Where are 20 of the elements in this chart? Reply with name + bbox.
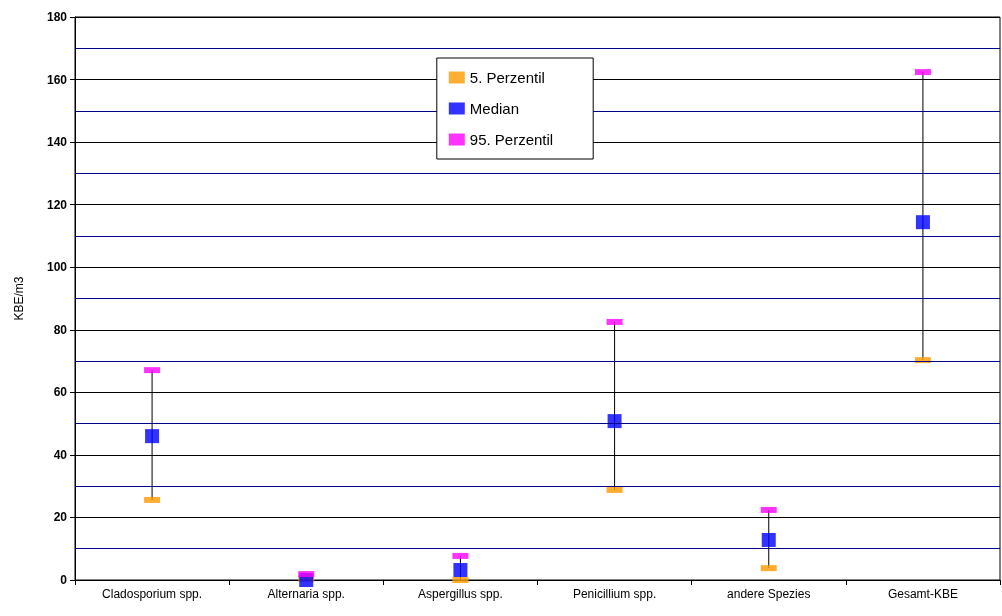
- y-tick-label: 120: [46, 197, 68, 212]
- legend-label: 95. Perzentil: [469, 131, 554, 148]
- x-tick-label: Penicillium spp.: [572, 587, 657, 601]
- legend-label: 5. Perzentil: [469, 69, 545, 86]
- x-tick-label: Aspergillus spp.: [418, 587, 503, 601]
- y-tick-label: 40: [53, 447, 68, 462]
- y-tick-label: 100: [46, 260, 68, 275]
- x-tick-label: Gesamt-KBE: [887, 587, 958, 601]
- x-tick-label: Alternaria spp.: [267, 587, 345, 601]
- legend-label: Median: [469, 100, 520, 117]
- y-tick-label: 140: [46, 135, 68, 150]
- y-tick-label: 80: [53, 322, 68, 337]
- x-tick-label: andere Spezies: [727, 587, 811, 601]
- y-axis-title: KBE/m3: [12, 276, 26, 321]
- y-tick-label: 180: [46, 10, 68, 24]
- x-tick-label: Cladosporium spp.: [102, 587, 203, 601]
- y-tick-label: 160: [46, 72, 68, 87]
- y-tick-label: 20: [53, 510, 68, 525]
- y-tick-label: 60: [53, 385, 68, 400]
- y-tick-label: 0: [60, 573, 68, 587]
